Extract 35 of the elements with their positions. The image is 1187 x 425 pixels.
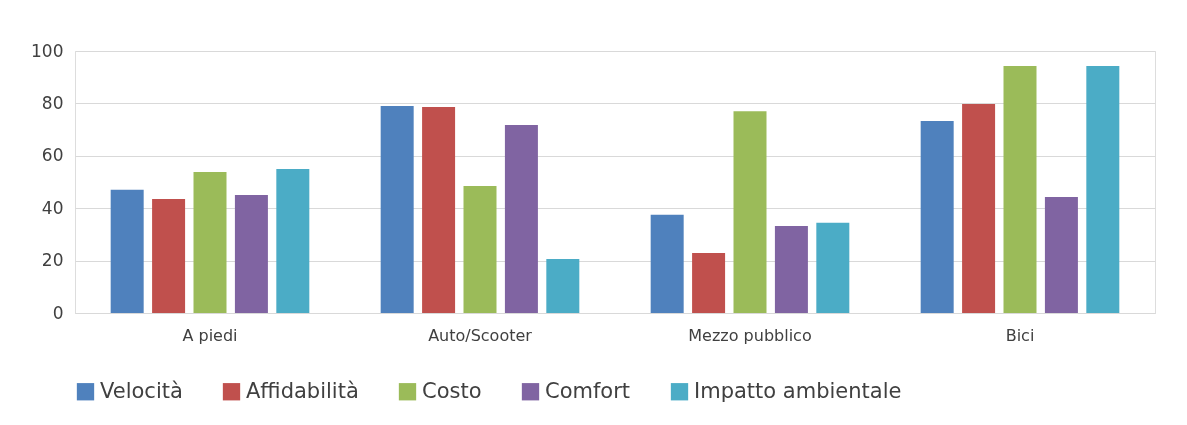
y-tick-label: 0 — [52, 302, 64, 323]
legend-label: Costo — [422, 378, 482, 403]
bar — [774, 226, 808, 313]
bar — [1003, 65, 1037, 313]
bar — [733, 111, 767, 313]
bar — [110, 189, 144, 313]
bar — [546, 259, 580, 313]
x-tick-label: Bici — [1005, 325, 1035, 345]
legend-label: Velocità — [100, 378, 183, 403]
bar — [193, 172, 227, 313]
y-tick-label: 80 — [41, 92, 64, 113]
bar — [380, 106, 414, 313]
bar — [650, 214, 684, 313]
y-tick-label: 20 — [41, 250, 64, 271]
y-tick-label: 40 — [41, 197, 64, 218]
bar — [1044, 196, 1078, 313]
bar — [816, 222, 850, 313]
bar — [152, 199, 186, 313]
bar — [692, 253, 726, 313]
bar — [920, 120, 954, 313]
legend-label: Affidabilità — [246, 378, 359, 403]
bar — [1086, 65, 1120, 313]
y-tick-label: 100 — [31, 40, 64, 61]
x-tick-label: Auto/Scooter — [428, 325, 533, 345]
y-tick-label: 60 — [41, 145, 64, 166]
bar — [276, 168, 310, 313]
bar — [234, 195, 268, 313]
bar — [504, 124, 538, 313]
bar — [463, 185, 497, 313]
legend-label: Impatto ambientale — [694, 378, 902, 403]
legend-label: Comfort — [545, 378, 631, 403]
bar — [422, 107, 456, 313]
x-tick-label: Mezzo pubblico — [688, 325, 812, 345]
x-tick-label: A piedi — [182, 325, 238, 345]
bar — [962, 103, 996, 313]
